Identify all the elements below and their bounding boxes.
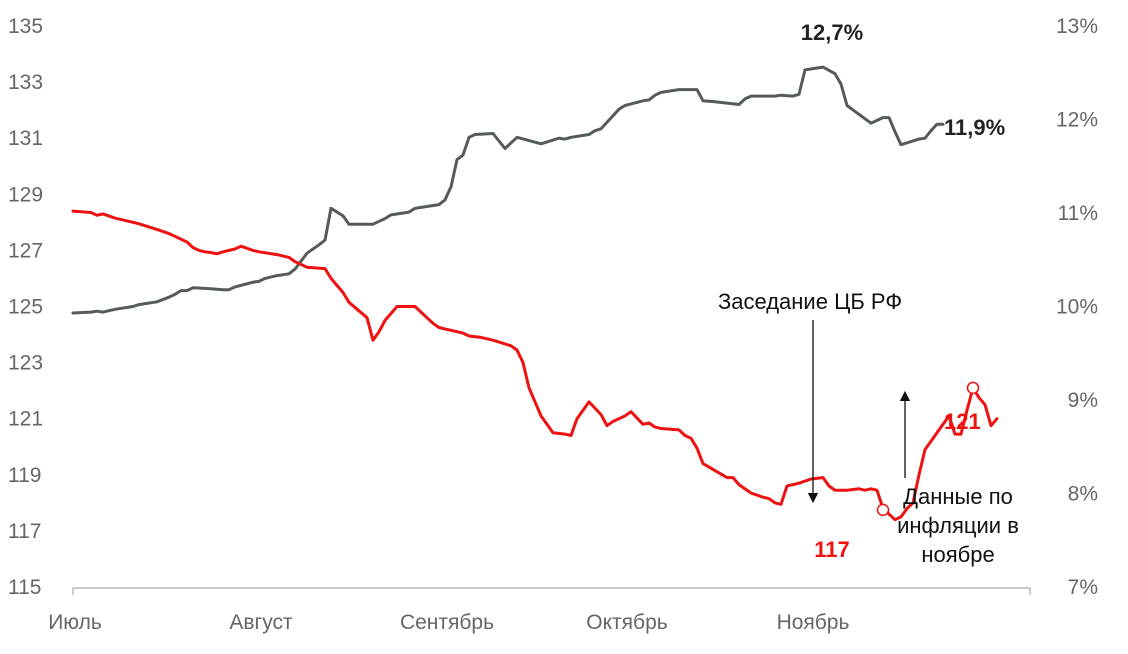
x-tick-label: Июль <box>48 611 102 634</box>
series-line-1 <box>71 209 999 522</box>
series-line-0 <box>71 65 945 315</box>
axes: 135 133 131 129 127 125 123 121 119 117 115 13% 12% 1… <box>8 15 1098 634</box>
gray-max-label: 12,7% <box>801 20 863 45</box>
y-left-tick-label: 115 <box>8 576 41 599</box>
annotation-inflation-line-3: ноябре <box>921 542 994 567</box>
annotation-cb-meeting: Заседание ЦБ РФ <box>718 289 902 314</box>
y-left-tick-label: 121 <box>8 408 43 431</box>
labels-layer <box>876 381 980 517</box>
y-right-tick-label: 12% <box>1056 109 1098 132</box>
gray-last-label: 11,9% <box>944 115 1005 140</box>
y-left-tick-label: 133 <box>8 71 43 94</box>
y-left-tick-label: 123 <box>8 352 43 375</box>
data-point-marker <box>966 381 980 395</box>
y-right-tick-label: 11% <box>1058 202 1098 225</box>
x-tick-label: Октябрь <box>586 611 667 634</box>
x-tick-label: Август <box>229 611 293 634</box>
series-layer <box>71 65 999 522</box>
annotation-inflation-line-2: инфляции в <box>897 513 1019 538</box>
y-right-tick-label: 8% <box>1068 483 1098 506</box>
y-left-tick-label: 125 <box>8 296 43 319</box>
y-left-tick-label: 131 <box>8 127 43 150</box>
y-left-tick-label: 135 <box>8 15 43 38</box>
y-right-tick-label: 10% <box>1056 296 1098 319</box>
y-left-tick-label: 117 <box>8 520 41 543</box>
x-tick-label: Сентябрь <box>400 611 494 634</box>
red-min-label: 117 <box>814 537 850 562</box>
data-point-marker <box>876 503 890 517</box>
annotation-inflation-line-1: Данные по <box>903 484 1013 509</box>
y-left-tick-label: 119 <box>8 464 41 487</box>
red-last-label: 121 <box>944 409 981 434</box>
y-right-tick-label: 13% <box>1056 15 1098 38</box>
y-left-tick-label: 127 <box>8 239 43 262</box>
x-tick-label: Ноябрь <box>777 611 850 634</box>
y-left-tick-label: 129 <box>8 183 43 206</box>
y-right-tick-label: 7% <box>1068 576 1098 599</box>
y-right-tick-label: 9% <box>1068 389 1098 412</box>
